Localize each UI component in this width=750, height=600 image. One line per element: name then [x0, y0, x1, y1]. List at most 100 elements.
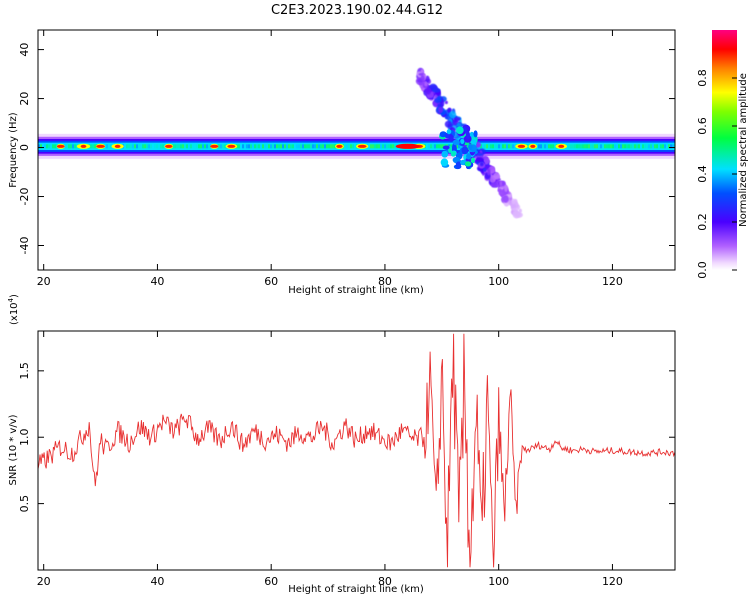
disturbance-cell: [432, 87, 441, 93]
spectral-band-cell: [512, 144, 514, 149]
spectral-band-cell: [180, 144, 182, 149]
spectral-band-cell: [482, 144, 484, 149]
spectral-band-cell: [106, 144, 108, 149]
spectral-band-cell: [310, 144, 312, 149]
spectral-band-cell: [322, 144, 324, 149]
spectral-band-cell: [176, 144, 178, 149]
disturbance-cell: [512, 207, 519, 212]
spectral-band-cell: [146, 144, 148, 149]
spectral-band-cell: [508, 144, 510, 149]
spectral-band-cell: [304, 144, 306, 149]
colorbar: 0.0 0.2 0.4 0.6 0.8 Normalized spectral ampl…: [696, 30, 749, 279]
spectral-band-cell: [260, 144, 262, 149]
spectral-band-cell: [282, 144, 284, 149]
spectral-band-cell: [44, 144, 46, 149]
spectral-band-cell: [492, 144, 494, 149]
spectral-band-cell: [650, 144, 652, 149]
spectral-band-cell: [198, 144, 200, 149]
spectral-band-cell: [550, 144, 552, 149]
spectral-band-cell: [108, 144, 110, 149]
spectral-peak-strong: [395, 143, 420, 149]
spectral-band-cell: [74, 144, 76, 149]
spectral-band-cell: [300, 144, 302, 149]
spectral-band-cell: [46, 144, 48, 149]
spectral-band-cell: [632, 144, 634, 149]
spectral-band-cell: [634, 144, 636, 149]
spectral-band-cell: [252, 144, 254, 149]
spectral-band-cell: [150, 144, 152, 149]
disturbance-cell: [489, 177, 496, 183]
disturbance-core-cell: [456, 126, 464, 135]
spectral-band-cell: [184, 144, 186, 149]
spectral-band-cell: [110, 144, 112, 149]
spectral-band-cell: [436, 144, 438, 149]
spectral-band-cell: [602, 144, 604, 149]
spectral-band-cell: [656, 144, 658, 149]
spectrogram-xtick-label: 60: [264, 275, 278, 288]
spectral-band-cell: [348, 144, 350, 149]
disturbance-core-cell: [441, 150, 449, 158]
spectral-band-cell: [162, 144, 164, 149]
spectral-band-cell: [592, 144, 594, 149]
spectral-band-cell: [320, 144, 322, 149]
spectral-band-cell: [614, 144, 616, 149]
spectral-band-cell: [546, 144, 548, 149]
spectral-band-cell: [306, 144, 308, 149]
spectral-peak-core: [517, 144, 526, 148]
spectral-band-cell: [258, 144, 260, 149]
disturbance-core-cell: [466, 153, 472, 160]
spectral-band-cell: [658, 144, 660, 149]
spectral-band-cell: [354, 144, 356, 149]
spectral-band-cell: [638, 144, 640, 149]
spectral-band-cell: [630, 144, 632, 149]
spectral-band-cell: [594, 144, 596, 149]
disturbance-cell: [508, 200, 513, 206]
spectral-band-cell: [502, 144, 504, 149]
spectral-peak-core: [357, 144, 367, 148]
spectral-band-cell: [142, 144, 144, 149]
spectral-band-cell: [458, 144, 460, 149]
spectral-band-cell: [206, 144, 208, 149]
spectral-band-cell: [380, 144, 382, 149]
disturbance-cell: [448, 111, 457, 119]
spectral-band-cell: [48, 144, 50, 149]
disturbance-core-cell: [450, 151, 456, 157]
disturbance-core-cell: [465, 131, 470, 140]
spectral-band-cell: [254, 144, 256, 149]
spectral-band-cell: [570, 144, 572, 149]
disturbance-cell: [511, 198, 516, 204]
spectral-band-cell: [438, 144, 440, 149]
spectrogram-ytick-label: 0: [18, 144, 31, 151]
spectral-band-cell: [376, 144, 378, 149]
spectral-band-cell: [620, 144, 622, 149]
spectral-band-cell: [504, 144, 506, 149]
spectral-band-cell: [332, 144, 334, 149]
spectrogram-heatmap: [38, 67, 675, 219]
spectral-band-cell: [506, 144, 508, 149]
spectral-band-cell: [622, 144, 624, 149]
spectral-band-cell: [70, 144, 72, 149]
snr-multiplier-exponent: 4: [7, 297, 15, 302]
chart-title: C2E3.2023.190.02.44.G12: [271, 3, 443, 18]
spectral-band-cell: [52, 144, 54, 149]
disturbance-cell: [518, 208, 522, 213]
disturbance-cell: [490, 182, 498, 187]
spectral-band-cell: [326, 144, 328, 149]
spectral-band-cell: [280, 144, 282, 149]
spectral-band-cell: [284, 144, 286, 149]
snr-ytick-label: 1.5: [18, 362, 31, 380]
spectral-band-cell: [490, 144, 492, 149]
spectral-band-cell: [672, 144, 674, 149]
spectral-band-cell: [220, 144, 222, 149]
spectral-peak-core: [210, 144, 219, 148]
spectrogram-xtick-label: 40: [150, 275, 164, 288]
disturbance-core-cell: [461, 146, 469, 155]
colorbar-tick-label: 0.2: [696, 213, 709, 231]
colorbar-label: Normalized spectral amplitude: [738, 73, 749, 227]
spectral-band-cell: [292, 144, 294, 149]
spectral-band-cell: [514, 144, 516, 149]
spectral-band-cell: [442, 144, 444, 149]
spectral-band-cell: [552, 144, 554, 149]
spectral-band-cell: [276, 144, 278, 149]
spectral-band-cell: [266, 144, 268, 149]
